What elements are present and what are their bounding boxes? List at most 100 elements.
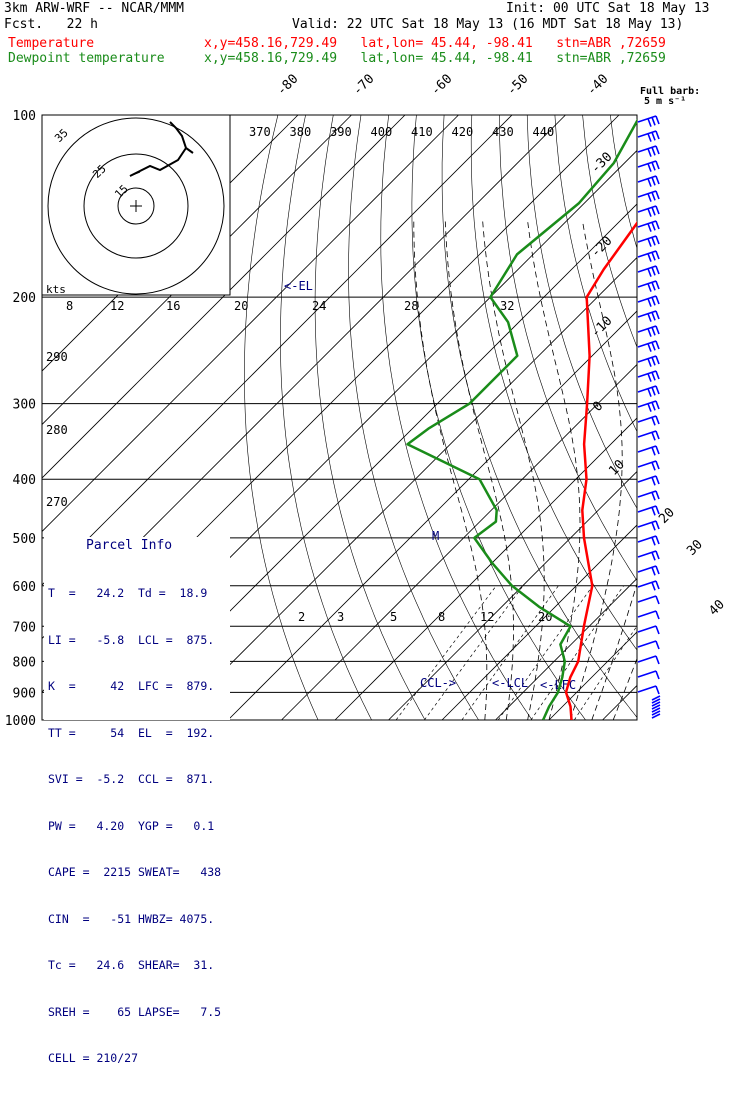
pressure-tick-label: 600 (13, 580, 36, 595)
wind-barb-flag (652, 312, 655, 320)
wind-barb (638, 596, 656, 602)
wind-barb-flag (656, 521, 659, 529)
wind-barb-flag (652, 357, 655, 365)
wind-barb-flag (656, 281, 659, 289)
dry-adiabat-line (666, 115, 740, 733)
wind-barb-flag (652, 447, 655, 455)
mixing-ratio-tick-label: 12 (110, 299, 124, 313)
wind-barb-flag (656, 671, 659, 679)
moist-adiabat-line (613, 222, 733, 721)
parcel-level-annotation: <-EL (284, 279, 313, 293)
theta-tick-label: 400 (371, 125, 393, 139)
parcel-info-row: CELL = 210/27 (48, 1051, 230, 1067)
wind-barb-flag (652, 117, 655, 125)
pressure-tick-label: 300 (13, 398, 36, 413)
wind-barb-flag (656, 356, 659, 364)
isotherm-tick-label: -60 (428, 72, 455, 99)
wind-barb-flag (652, 162, 655, 170)
wind-barb-flag (656, 566, 659, 574)
parcel-level-annotation: M (432, 529, 439, 543)
parcel-info-row: TT = 54 EL = 192. (48, 726, 230, 742)
wind-barb-flag (648, 179, 651, 187)
pressure-tick-label: 400 (13, 473, 36, 488)
parcel-info-row: PW = 4.20 YGP = 0.1 (48, 819, 230, 835)
wind-barb-flag (652, 252, 655, 260)
wind-barb-flag (648, 209, 651, 217)
wind-barb-flag (648, 344, 651, 352)
wind-barbs (638, 116, 660, 718)
moist-adiabat-line (528, 222, 580, 721)
dry-adiabat-line (349, 115, 487, 733)
wind-barb-flag (648, 404, 651, 412)
wind-barb-flag (656, 536, 659, 544)
wind-barb-flag (648, 194, 651, 202)
isotherm-tick-label: 0 (590, 399, 606, 415)
mixing-ratio-tick-label: 24 (312, 299, 326, 313)
wind-barb-flag (652, 177, 655, 185)
wind-barb-flag (652, 372, 655, 380)
pressure-tick-label: 1000 (5, 714, 36, 729)
theta-tick-label: 280 (46, 423, 68, 437)
wind-barb-flag (652, 507, 655, 515)
wind-barb (638, 611, 656, 617)
wind-barb (638, 686, 656, 692)
isotherm-tick-label: 30 (684, 537, 706, 559)
wind-barb-flag (652, 297, 655, 305)
wind-barb-flag (656, 131, 659, 139)
wind-barb-flag (656, 491, 659, 499)
wind-barb-flag (652, 387, 655, 395)
isotherm-line (282, 115, 740, 720)
wind-barb-flag (652, 477, 655, 485)
wind-barb-flag (656, 296, 659, 304)
theta-tick-label: 440 (533, 125, 555, 139)
wind-barb-flag (656, 686, 659, 694)
wind-barb-flag (648, 284, 651, 292)
moist-adiabat-line (592, 222, 673, 721)
profile-lines (408, 115, 735, 720)
wind-barb-flag (652, 462, 655, 470)
wind-barb-flag (652, 552, 655, 560)
mixing-ratio-line (531, 586, 624, 720)
wind-barb-flag (648, 239, 651, 247)
isotherm-tick-label: -70 (350, 72, 377, 99)
parcel-info-row: SVI = -5.2 CCL = 871. (48, 772, 230, 788)
theta-tick-label: 370 (249, 125, 271, 139)
wind-barb-flag (648, 299, 651, 307)
wind-barb-flag (656, 221, 659, 229)
parcel-info-row: CAPE = 2215 SWEAT= 438 (48, 865, 230, 881)
wind-barb-flag (656, 191, 659, 199)
parcel-info-row: K = 42 LFC = 879. (48, 679, 230, 695)
wind-barb-flag (648, 314, 651, 322)
wind-barb-flag (652, 327, 655, 335)
wind-barb-flag (648, 359, 651, 367)
wind-barb-flag (656, 611, 659, 619)
wind-barb-flag (656, 341, 659, 349)
isotherm-tick-label: -50 (504, 72, 531, 99)
mixing-ratio-tick-label: 16 (166, 299, 180, 313)
wind-barb-flag (656, 311, 659, 319)
theta-tick-label: 380 (290, 125, 312, 139)
wind-barb (638, 626, 656, 632)
wind-barb-flag (656, 416, 659, 424)
wind-barb-flag (648, 329, 651, 337)
isotherm-line (442, 115, 740, 720)
wind-barb-flag (656, 641, 659, 649)
dry-adiabat-line (471, 115, 704, 733)
wind-barb-flag (656, 431, 659, 439)
parcel-info-box: Parcel Info T = 24.2 Td = 18.9 LI = -5.8… (44, 537, 230, 720)
mixing-ratio-line (396, 586, 496, 720)
wind-barb-flag (652, 537, 655, 545)
isotherm-tick-label: -40 (584, 72, 611, 99)
parcel-info-row: Tc = 24.6 SHEAR= 31. (48, 958, 230, 974)
parcel-info-row: LI = -5.8 LCL = 875. (48, 633, 230, 649)
barb-legend-value: 5 m s⁻¹ (644, 96, 686, 107)
isotherm-line (710, 115, 740, 720)
wind-barb-flag (652, 192, 655, 200)
theta-tick-label: 290 (46, 350, 68, 364)
hodograph: 35 25 15 kts (42, 115, 230, 296)
wind-barb-flag (648, 374, 651, 382)
dry-adiabat-line (721, 115, 740, 733)
pressure-tick-label: 800 (13, 655, 36, 670)
wind-barb-flag (652, 522, 655, 530)
wind-barb-flag (652, 282, 655, 290)
